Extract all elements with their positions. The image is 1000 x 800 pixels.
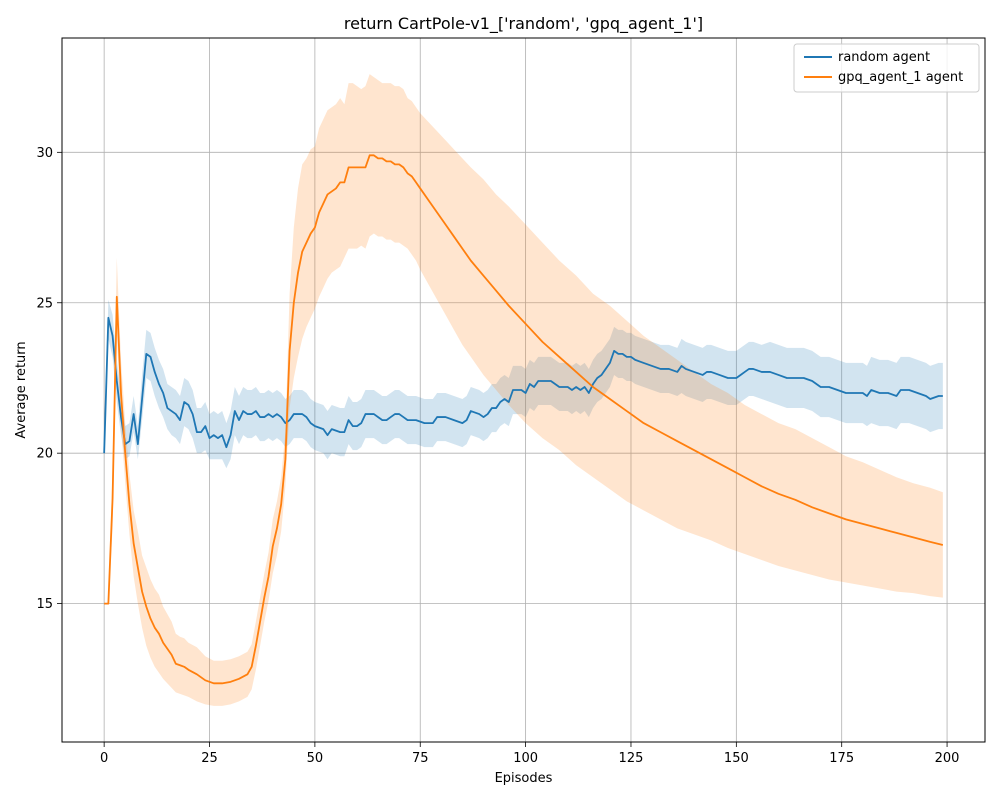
x-tick-label: 50: [307, 751, 324, 766]
legend-label-random: random agent: [838, 50, 930, 65]
x-tick-label: 150: [724, 751, 749, 766]
chart-title: return CartPole-v1_['random', 'gpq_agent…: [344, 14, 703, 34]
x-tick-label: 75: [412, 751, 429, 766]
x-axis-ticks: 0 25 50 75 100 125 150 175 200: [100, 742, 959, 766]
confidence-bands: [104, 74, 943, 706]
y-tick-label: 20: [36, 447, 53, 462]
y-axis-label: Average return: [14, 341, 29, 438]
x-tick-label: 175: [829, 751, 854, 766]
y-tick-label: 25: [36, 296, 53, 311]
legend-label-gpq-agent: gpq_agent_1 agent: [838, 70, 963, 85]
x-tick-label: 0: [100, 751, 108, 766]
band-gpq-agent: [104, 74, 943, 706]
grid: [62, 38, 985, 742]
plot-area-frame: [61, 37, 986, 743]
series-line-gpq-agent: [104, 154, 944, 685]
y-tick-label: 30: [36, 146, 53, 161]
series-line-random: [103, 316, 943, 454]
y-axis-ticks: 15 20 25 30: [36, 146, 62, 612]
series-lines: [103, 154, 944, 685]
legend: random agent gpq_agent_1 agent: [793, 43, 980, 93]
x-tick-label: 25: [201, 751, 218, 766]
y-tick-label: 15: [36, 597, 53, 612]
x-tick-label: 125: [619, 751, 644, 766]
x-tick-label: 100: [513, 751, 538, 766]
x-tick-label: 200: [935, 751, 960, 766]
x-axis-label: Episodes: [495, 771, 553, 786]
legend-box: [793, 43, 980, 93]
